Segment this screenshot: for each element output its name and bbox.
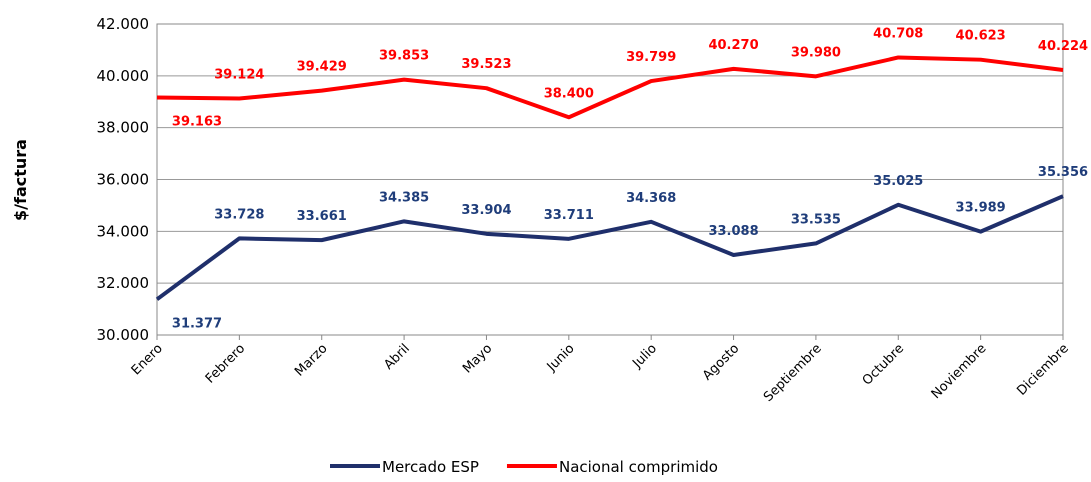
x-tick-label: Diciembre xyxy=(1014,341,1072,399)
legend-label: Nacional comprimido xyxy=(559,458,718,476)
x-tick-label: Mayo xyxy=(460,341,495,376)
y-tick-label: 40.000 xyxy=(97,67,150,85)
data-label: 33.088 xyxy=(708,224,758,239)
data-label: 39.799 xyxy=(626,50,676,65)
data-label: 40.708 xyxy=(873,26,923,41)
data-label: 31.377 xyxy=(172,316,222,331)
x-tick-label: Marzo xyxy=(292,341,330,379)
data-label: 39.523 xyxy=(461,57,511,72)
data-label: 40.224 xyxy=(1038,39,1088,54)
x-tick-label: Febrero xyxy=(203,341,248,386)
y-tick-label: 36.000 xyxy=(97,171,150,189)
data-label: 40.270 xyxy=(708,38,758,53)
y-tick-label: 42.000 xyxy=(97,15,150,33)
data-label: 40.623 xyxy=(956,29,1006,44)
y-tick-label: 32.000 xyxy=(97,274,150,292)
x-tick-label: Julio xyxy=(629,341,660,372)
data-label: 39.163 xyxy=(172,115,222,130)
y-axis-label: $/factura xyxy=(11,139,30,221)
legend-label: Mercado ESP xyxy=(382,458,479,476)
x-tick-label: Octubre xyxy=(860,341,907,388)
x-tick-label: Junio xyxy=(544,341,578,375)
data-label: 34.368 xyxy=(626,191,676,206)
x-tick-label: Noviembre xyxy=(929,341,990,402)
data-label: 39.853 xyxy=(379,49,429,64)
series-line xyxy=(156,55,1064,120)
data-label: 34.385 xyxy=(379,190,429,205)
y-tick-label: 30.000 xyxy=(97,326,150,344)
data-label: 33.989 xyxy=(956,201,1006,216)
series-line xyxy=(155,194,1064,301)
data-label: 33.728 xyxy=(214,207,264,222)
data-label: 33.904 xyxy=(461,203,511,218)
x-tick-label: Septiembre xyxy=(761,341,825,405)
y-tick-label: 38.000 xyxy=(97,119,150,137)
data-label: 38.400 xyxy=(544,86,594,101)
x-tick-label: Abril xyxy=(381,341,413,373)
x-tick-label: Enero xyxy=(129,341,166,378)
plot-border xyxy=(156,23,1064,336)
y-tick-label: 34.000 xyxy=(97,222,150,240)
data-label: 35.356 xyxy=(1038,165,1088,180)
data-label: 39.429 xyxy=(297,60,347,75)
x-tick-label: Agosto xyxy=(700,341,742,383)
data-label: 33.535 xyxy=(791,212,841,227)
data-label: 33.661 xyxy=(297,209,347,224)
data-label: 39.980 xyxy=(791,45,841,60)
data-label: 39.124 xyxy=(214,68,264,83)
data-label: 35.025 xyxy=(873,174,923,189)
data-label: 33.711 xyxy=(544,208,594,223)
